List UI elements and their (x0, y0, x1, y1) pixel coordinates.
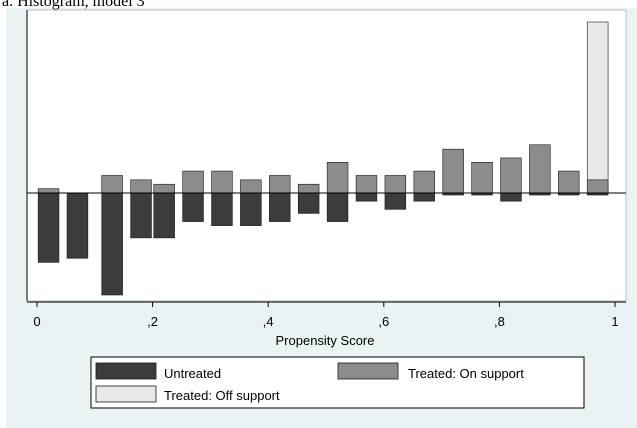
bar-treated-on (153, 183, 175, 194)
bar-treated-on (37, 188, 60, 194)
bar-treated-off (586, 21, 609, 194)
bar-untreated (153, 192, 175, 239)
x-tick-label: ,8 (494, 314, 505, 329)
legend-label-treated-off: Treated: Off support (164, 388, 280, 403)
bar-treated-on (558, 170, 580, 194)
bar-treated-on (326, 162, 349, 194)
bar-treated-on (413, 170, 435, 194)
bar-treated-on (269, 175, 291, 194)
bar-untreated (269, 192, 291, 222)
plot-area (26, 9, 627, 302)
legend-label-untreated: Untreated (164, 366, 221, 381)
bar-untreated (297, 192, 320, 214)
bar-untreated (500, 192, 522, 202)
bar-untreated (355, 192, 378, 202)
x-tick-label: ,2 (147, 314, 158, 329)
legend-box (90, 356, 585, 409)
x-tick-label: ,6 (378, 314, 389, 329)
bar-untreated (211, 192, 233, 226)
bar-treated-on (529, 144, 551, 194)
bar-treated-on (355, 175, 378, 194)
bar-treated-on (211, 170, 233, 194)
bar-treated-on (500, 157, 522, 194)
bar-untreated (413, 192, 435, 202)
bar-treated-on (384, 175, 407, 194)
bar-untreated (66, 192, 89, 259)
bar-treated-on (442, 148, 464, 194)
x-tick-label: ,4 (263, 314, 274, 329)
x-tick-label: 0 (33, 314, 40, 329)
bar-untreated (384, 192, 407, 210)
x-tick-label: 1 (611, 314, 618, 329)
legend-label-treated-on: Treated: On support (408, 366, 524, 381)
bar-treated-on (130, 179, 152, 194)
bar-treated-on (101, 175, 123, 194)
bar-untreated (37, 192, 60, 263)
bar-untreated (182, 192, 204, 222)
bar-treated-on (182, 170, 204, 194)
legend-swatch-treated-on (337, 362, 399, 380)
bar-treated-on (471, 162, 493, 194)
bar-treated-on (240, 179, 262, 194)
bar-untreated (130, 192, 152, 239)
legend-swatch-treated-off (95, 385, 157, 403)
x-axis-title: Propensity Score (276, 333, 375, 348)
bar-untreated (326, 192, 349, 222)
chart-title: a. Histogram, model 3 (2, 0, 145, 10)
bar-treated-on (297, 183, 320, 194)
legend-swatch-untreated (95, 362, 157, 380)
bar-treated-on (586, 179, 609, 194)
bar-untreated (240, 192, 262, 226)
bar-untreated (101, 192, 123, 296)
